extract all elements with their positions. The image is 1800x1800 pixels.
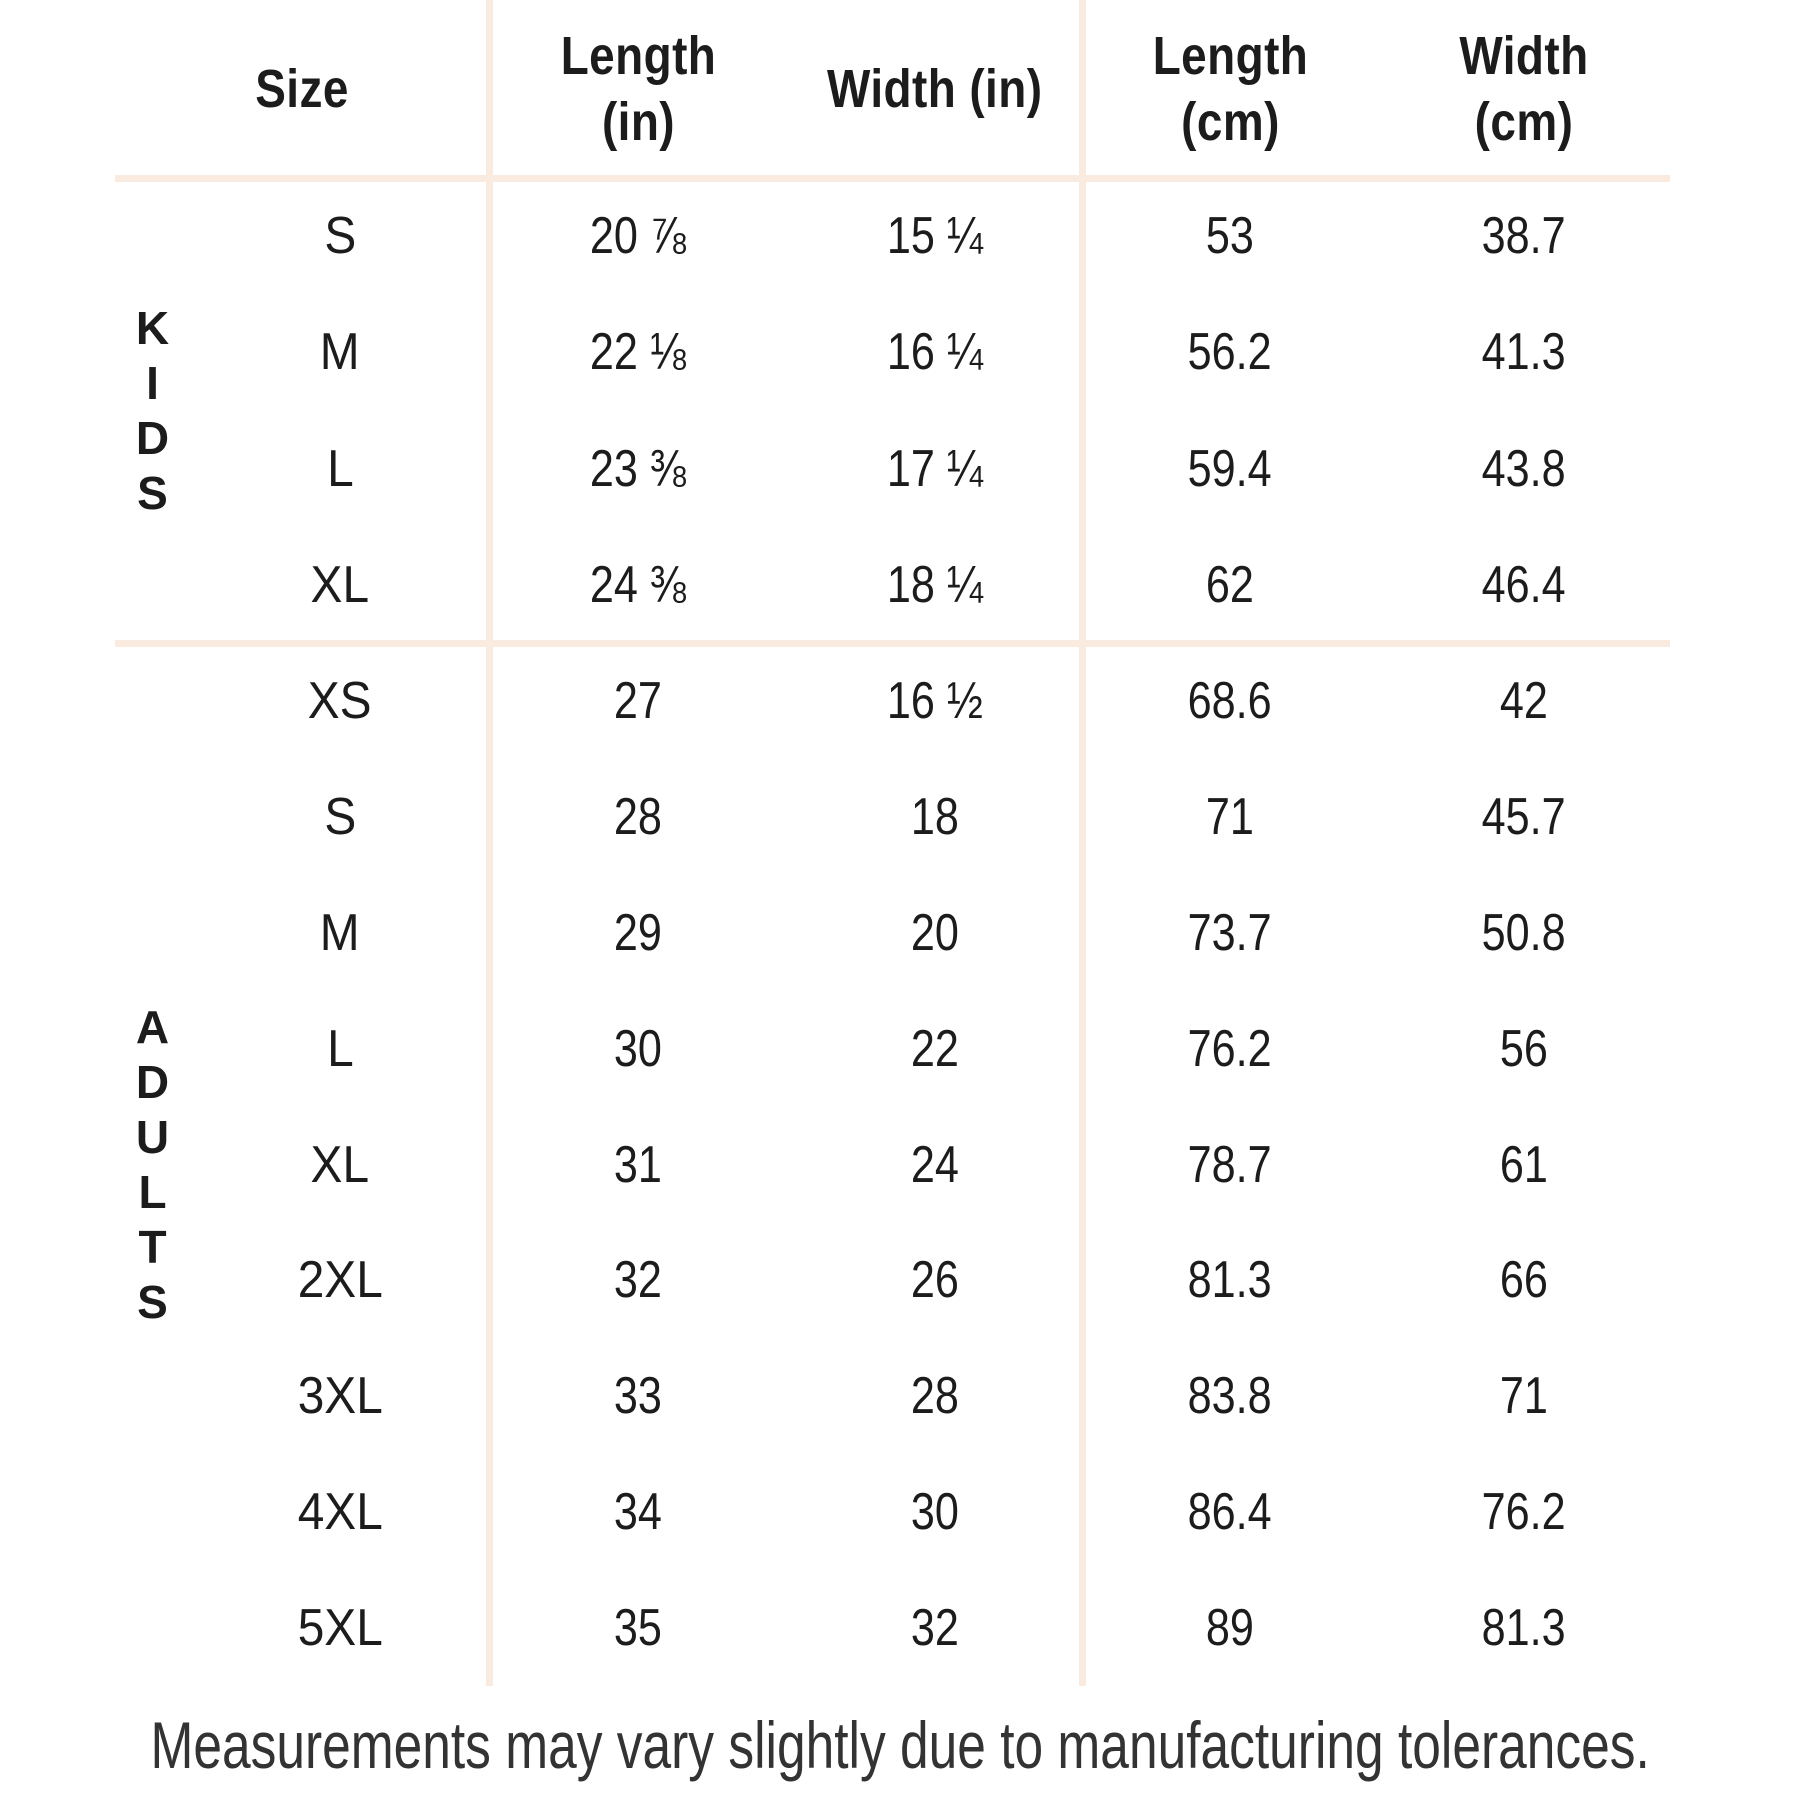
cell-length-in: 28 bbox=[613, 787, 663, 846]
header-cell-size: Size bbox=[255, 59, 350, 119]
cell-width-cm: 41.3 bbox=[1481, 323, 1566, 382]
table-row: S 20 ⅞ 15 ¼ 53 38.7 bbox=[0, 178, 1800, 294]
header-cell-width-in: Width (in) bbox=[826, 59, 1043, 119]
cell-length-cm: 71 bbox=[1205, 787, 1255, 846]
cell-length-in: 30 bbox=[613, 1019, 663, 1078]
cell-length-cm: 83.8 bbox=[1187, 1367, 1273, 1426]
cell-width-cm: 61 bbox=[1499, 1135, 1548, 1194]
cell-length-cm: 62 bbox=[1205, 555, 1255, 614]
cell-width-cm: 45.7 bbox=[1481, 787, 1566, 846]
cell-length-cm: 53 bbox=[1205, 207, 1255, 266]
cell-size: L bbox=[326, 1019, 354, 1078]
kids-adults-divider bbox=[115, 640, 1670, 647]
column-divider-left bbox=[486, 0, 493, 1686]
cell-length-in: 32 bbox=[613, 1251, 663, 1310]
header-cell-length-in: Length (in) bbox=[560, 26, 716, 152]
cell-length-cm: 59.4 bbox=[1187, 439, 1273, 498]
cell-width-in: 16 ¼ bbox=[886, 323, 983, 382]
cell-width-in: 22 bbox=[910, 1019, 959, 1078]
cell-size: S bbox=[324, 207, 356, 266]
cell-length-cm: 86.4 bbox=[1187, 1483, 1273, 1542]
cell-length-in: 24 ⅜ bbox=[590, 555, 686, 614]
table-row: 5XL 35 32 89 81.3 bbox=[0, 1570, 1800, 1686]
cell-width-cm: 42 bbox=[1499, 671, 1548, 730]
cell-width-cm: 43.8 bbox=[1481, 439, 1566, 498]
cell-size: 5XL bbox=[297, 1599, 383, 1658]
cell-length-in: 31 bbox=[613, 1135, 663, 1194]
cell-size: 4XL bbox=[297, 1483, 383, 1542]
cell-width-cm: 76.2 bbox=[1481, 1483, 1566, 1542]
cell-width-in: 30 bbox=[910, 1483, 959, 1542]
group-label-kids: K I D S bbox=[135, 301, 170, 519]
cell-width-in: 17 ¼ bbox=[886, 439, 983, 498]
table-header-row: Size Length (in) Width (in) Length (cm) … bbox=[0, 0, 1800, 178]
table-row: L 30 22 76.2 56 bbox=[0, 991, 1800, 1107]
cell-length-in: 33 bbox=[613, 1367, 663, 1426]
cell-width-in: 26 bbox=[910, 1251, 959, 1310]
rows-adults: XS 27 16 ½ 68.6 42 S 28 18 71 45.7 M 29 … bbox=[0, 643, 1800, 1686]
table-row: XS 27 16 ½ 68.6 42 bbox=[0, 643, 1800, 759]
cell-width-cm: 81.3 bbox=[1481, 1599, 1566, 1658]
table-row: XL 31 24 78.7 61 bbox=[0, 1107, 1800, 1223]
section-kids: K I D S S 20 ⅞ 15 ¼ 53 38.7 M 22 ⅛ 16 ¼ … bbox=[0, 178, 1800, 643]
cell-size: S bbox=[324, 787, 356, 846]
cell-size: M bbox=[320, 903, 360, 962]
table-row: M 29 20 73.7 50.8 bbox=[0, 875, 1800, 991]
table-row: S 28 18 71 45.7 bbox=[0, 759, 1800, 875]
cell-length-cm: 81.3 bbox=[1187, 1251, 1273, 1310]
table-row: 3XL 33 28 83.8 71 bbox=[0, 1338, 1800, 1454]
cell-length-in: 27 bbox=[613, 671, 663, 730]
table-row: 2XL 32 26 81.3 66 bbox=[0, 1222, 1800, 1338]
cell-length-cm: 56.2 bbox=[1187, 323, 1273, 382]
cell-length-in: 22 ⅛ bbox=[590, 323, 686, 382]
cell-width-in: 15 ¼ bbox=[886, 207, 983, 266]
cell-size: XS bbox=[308, 671, 372, 730]
table-row: 4XL 34 30 86.4 76.2 bbox=[0, 1454, 1800, 1570]
cell-size: XL bbox=[310, 1135, 370, 1194]
cell-length-cm: 73.7 bbox=[1187, 903, 1273, 962]
table-row: M 22 ⅛ 16 ¼ 56.2 41.3 bbox=[0, 294, 1800, 410]
cell-length-in: 20 ⅞ bbox=[590, 207, 686, 266]
cell-size: 2XL bbox=[297, 1251, 383, 1310]
section-adults: A D U L T S XS 27 16 ½ 68.6 42 S 28 18 7… bbox=[0, 643, 1800, 1686]
cell-length-in: 23 ⅜ bbox=[590, 439, 686, 498]
group-label-adults: A D U L T S bbox=[135, 1000, 170, 1328]
cell-size: L bbox=[326, 439, 354, 498]
cell-length-cm: 78.7 bbox=[1187, 1135, 1273, 1194]
footnote: Measurements may vary slightly due to ma… bbox=[150, 1708, 1650, 1782]
cell-length-in: 34 bbox=[613, 1483, 663, 1542]
rows-kids: S 20 ⅞ 15 ¼ 53 38.7 M 22 ⅛ 16 ¼ 56.2 41.… bbox=[0, 178, 1800, 643]
cell-width-in: 20 bbox=[910, 903, 959, 962]
cell-width-cm: 46.4 bbox=[1481, 555, 1566, 614]
cell-size: M bbox=[320, 323, 360, 382]
header-divider bbox=[115, 175, 1670, 182]
cell-size: XL bbox=[310, 555, 370, 614]
cell-length-cm: 76.2 bbox=[1187, 1019, 1273, 1078]
table-row: XL 24 ⅜ 18 ¼ 62 46.4 bbox=[0, 527, 1800, 643]
header-cell-length-cm: Length (cm) bbox=[1152, 26, 1308, 152]
cell-length-cm: 89 bbox=[1205, 1599, 1255, 1658]
cell-length-cm: 68.6 bbox=[1187, 671, 1273, 730]
header-cell-width-cm: Width (cm) bbox=[1458, 26, 1589, 152]
cell-length-in: 35 bbox=[613, 1599, 663, 1658]
cell-width-cm: 71 bbox=[1499, 1367, 1548, 1426]
cell-width-cm: 66 bbox=[1499, 1251, 1548, 1310]
cell-width-cm: 50.8 bbox=[1481, 903, 1566, 962]
cell-width-in: 28 bbox=[910, 1367, 959, 1426]
cell-width-cm: 56 bbox=[1499, 1019, 1548, 1078]
table-row: L 23 ⅜ 17 ¼ 59.4 43.8 bbox=[0, 411, 1800, 527]
cell-width-in: 18 ¼ bbox=[886, 555, 983, 614]
cell-width-cm: 38.7 bbox=[1481, 207, 1566, 266]
column-divider-right bbox=[1079, 0, 1086, 1686]
cell-width-in: 18 bbox=[910, 787, 959, 846]
cell-width-in: 16 ½ bbox=[886, 671, 983, 730]
cell-size: 3XL bbox=[297, 1367, 383, 1426]
cell-width-in: 32 bbox=[910, 1599, 959, 1658]
cell-length-in: 29 bbox=[613, 903, 663, 962]
cell-width-in: 24 bbox=[910, 1135, 959, 1194]
